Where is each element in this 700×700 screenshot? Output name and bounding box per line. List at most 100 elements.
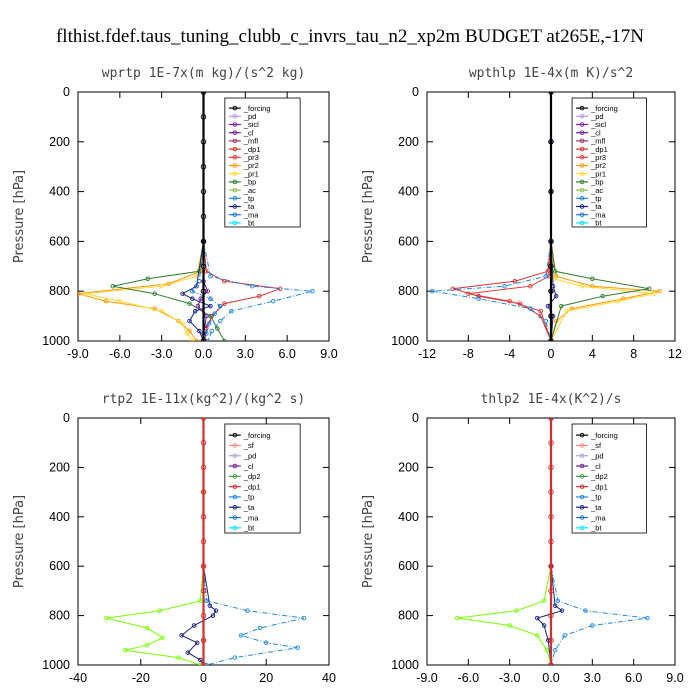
chart-panel-2: wpthlp 1E-4x(m K)/s^2 Pressure [hPa] -12 -8…: [361, 66, 682, 361]
y-tick-label: 800: [49, 609, 70, 623]
data-point: [217, 318, 223, 324]
data-point: [200, 612, 207, 619]
legend-marker: [579, 515, 585, 520]
x-tick-label: 20: [259, 671, 273, 685]
panel-title: rtp2 1E-11x(kg^2)/(kg^2 s): [102, 392, 306, 407]
data-point: [187, 318, 192, 324]
data-point: [538, 308, 543, 314]
data-point: [548, 563, 554, 569]
panel-title: wpthlp 1E-4x(m K)/s^2: [469, 66, 633, 81]
data-point: [209, 328, 215, 334]
legend-entry: _ac: [243, 186, 256, 195]
legend-marker: [232, 187, 238, 193]
y-tick-label: 200: [49, 460, 70, 474]
legend-marker: [579, 453, 585, 459]
x-tick-label: 4: [589, 347, 596, 361]
chart-panel-1: wprtp 1E-7x(m kg)/(s^2 kg) Pressure [hPa]…: [12, 66, 338, 361]
data-point: [553, 293, 559, 299]
legend-marker: [232, 525, 238, 531]
data-point: [229, 308, 234, 314]
legend-entry: _pr1: [590, 169, 606, 178]
legend-box: [224, 423, 301, 534]
legend-marker: [232, 130, 238, 135]
y-tick-label: 400: [49, 510, 70, 524]
legend: _forcing_sf_pd _cl_dp2_dp1 _tp_ta_ma _bt: [571, 423, 647, 534]
data-point: [476, 296, 481, 301]
data-point: [200, 514, 207, 520]
chart-panel-3: rtp2 1E-11x(kg^2)/(kg^2 s) Pressure [hPa]…: [12, 392, 336, 685]
legend-entry: _bt: [243, 219, 255, 228]
data-point: [507, 298, 512, 304]
data-point: [159, 283, 164, 289]
y-axis-label: Pressure [hPa]: [12, 495, 27, 588]
data-point: [185, 650, 191, 655]
x-tick-label: 12: [668, 347, 682, 361]
series-line: [191, 92, 221, 341]
legend-entry: _pd: [590, 112, 604, 121]
y-tick-label: 1000: [42, 334, 70, 348]
data-point: [190, 288, 195, 294]
data-point: [191, 623, 197, 628]
data-point: [200, 139, 207, 145]
legend-entry: _forcing: [590, 104, 618, 113]
data-point: [198, 598, 203, 604]
legend-marker: [579, 484, 585, 489]
data-point: [198, 657, 203, 663]
legend-entry: _tp: [243, 493, 254, 502]
series-line: [180, 418, 217, 665]
legend-entry: _mfl: [590, 137, 606, 146]
legend-entry: _pr1: [243, 169, 259, 178]
data-point: [548, 313, 554, 319]
legend-marker: [232, 196, 238, 201]
legend-entry: _ta: [243, 503, 255, 512]
legend-marker: [232, 114, 238, 119]
data-point: [548, 464, 554, 471]
legend-entry: _cl: [590, 462, 601, 471]
data-point: [190, 338, 195, 341]
x-tick-label: -20: [132, 671, 150, 685]
legend-entry: _bt: [243, 524, 255, 533]
data-point: [217, 303, 223, 309]
legend-marker: [232, 494, 238, 500]
data-point: [559, 303, 564, 309]
x-tick-label: 0: [200, 671, 207, 685]
data-point: [200, 637, 207, 644]
legend-entry: _pr3: [243, 153, 259, 162]
data-point: [541, 623, 547, 628]
x-tick-label: -8: [463, 347, 474, 361]
data-point: [78, 291, 81, 296]
series-line: [203, 92, 313, 341]
data-point: [200, 213, 207, 220]
y-tick-label: 200: [398, 460, 419, 474]
data-point: [270, 298, 276, 304]
data-point: [208, 313, 213, 319]
legend-entry: _ta: [590, 503, 602, 512]
legend-marker: [232, 204, 238, 209]
data-point: [552, 269, 558, 274]
data-point: [548, 489, 554, 495]
data-point: [208, 303, 213, 309]
legend-marker: [579, 196, 585, 201]
legend-entry: _dp1: [590, 145, 608, 154]
data-point: [117, 298, 123, 304]
data-point: [157, 608, 162, 613]
x-tick-label: 3.0: [237, 347, 254, 361]
data-point: [200, 489, 207, 495]
legend-entry: _pd: [243, 451, 257, 460]
legend-entry: _pd: [243, 112, 257, 121]
series-pr3: [466, 92, 554, 341]
legend-marker: [579, 443, 585, 448]
data-point: [222, 338, 227, 341]
y-tick-label: 1000: [391, 334, 419, 348]
data-point: [204, 598, 209, 604]
series-pr1: [82, 92, 206, 341]
data-point: [310, 288, 315, 294]
data-point: [534, 615, 540, 621]
legend-entry: _bp: [590, 178, 604, 187]
legend-entry: _pr2: [243, 161, 259, 170]
data-point: [187, 301, 192, 306]
legend-entry: _pr3: [590, 153, 606, 162]
data-point: [192, 308, 198, 314]
data-point: [212, 311, 217, 316]
data-point: [200, 114, 207, 120]
